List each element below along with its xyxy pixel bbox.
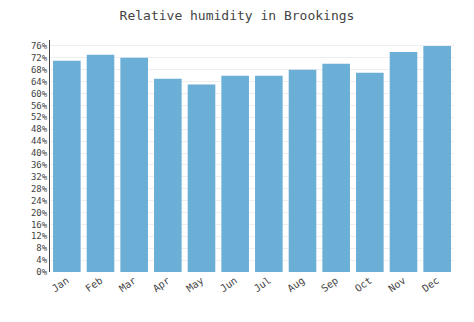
- svg-text:Jul: Jul: [252, 275, 273, 294]
- svg-text:8%: 8%: [36, 243, 47, 253]
- svg-text:28%: 28%: [31, 184, 48, 194]
- svg-text:24%: 24%: [31, 196, 48, 206]
- svg-text:76%: 76%: [31, 41, 48, 51]
- svg-text:Aug: Aug: [285, 275, 306, 294]
- svg-text:16%: 16%: [31, 220, 48, 230]
- svg-text:72%: 72%: [31, 53, 48, 63]
- svg-text:36%: 36%: [31, 160, 48, 170]
- svg-text:Jan: Jan: [50, 275, 71, 294]
- svg-text:52%: 52%: [31, 112, 48, 122]
- svg-text:May: May: [184, 275, 205, 294]
- svg-text:Mar: Mar: [117, 275, 138, 294]
- svg-text:4%: 4%: [36, 255, 47, 265]
- svg-text:0%: 0%: [36, 267, 47, 277]
- svg-text:Relative humidity in Brookings: Relative humidity in Brookings: [120, 8, 355, 23]
- svg-text:40%: 40%: [31, 148, 48, 158]
- svg-text:60%: 60%: [31, 89, 48, 99]
- svg-text:48%: 48%: [31, 124, 48, 134]
- svg-text:32%: 32%: [31, 172, 48, 182]
- svg-text:12%: 12%: [31, 231, 48, 241]
- svg-text:64%: 64%: [31, 77, 48, 87]
- svg-text:Sep: Sep: [319, 275, 340, 294]
- svg-text:Nov: Nov: [386, 275, 407, 294]
- svg-text:Jun: Jun: [218, 275, 239, 294]
- svg-text:Dec: Dec: [420, 275, 441, 294]
- svg-text:68%: 68%: [31, 65, 48, 75]
- svg-text:Feb: Feb: [83, 275, 104, 294]
- svg-text:Oct: Oct: [353, 275, 374, 294]
- svg-text:Apr: Apr: [151, 275, 172, 294]
- svg-text:20%: 20%: [31, 208, 48, 218]
- svg-text:56%: 56%: [31, 101, 48, 111]
- svg-text:44%: 44%: [31, 136, 48, 146]
